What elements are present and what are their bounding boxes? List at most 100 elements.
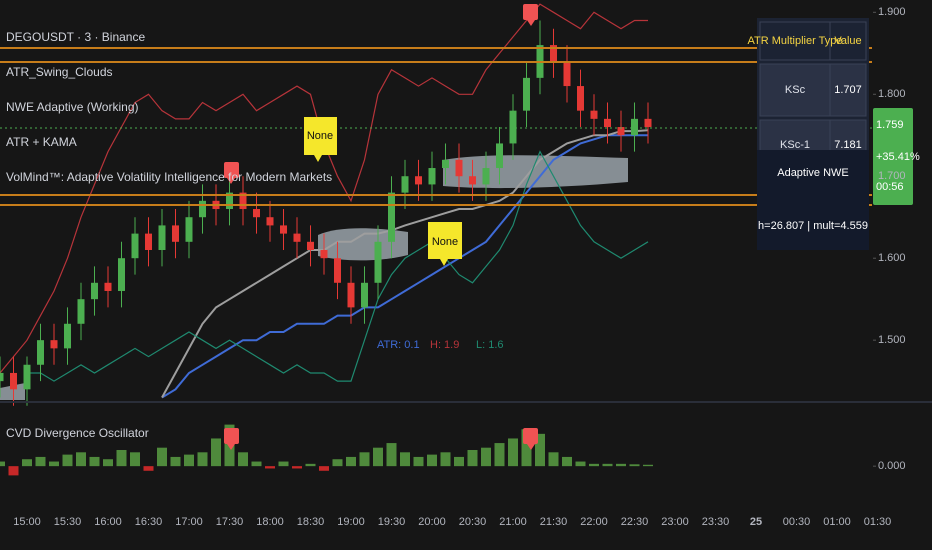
candle-body — [23, 364, 31, 390]
table-cell — [829, 63, 867, 117]
candle-body — [563, 61, 571, 87]
candle-body — [118, 258, 125, 291]
nwe-panel — [757, 150, 869, 250]
cvd-bar — [278, 461, 289, 467]
candle-body — [104, 282, 112, 291]
x-tick-label: 17:00 — [175, 516, 203, 528]
candle-body — [91, 282, 98, 300]
cvd-bar — [440, 452, 451, 467]
legend-entry: ATR + KAMA — [6, 135, 77, 149]
x-tick-label: 18:00 — [256, 516, 284, 528]
signal-marker — [527, 444, 535, 450]
cvd-bar — [521, 429, 532, 467]
y-tick-label: 1.800 — [878, 88, 906, 100]
cvd-bar — [589, 463, 599, 467]
cvd-bar — [548, 452, 559, 467]
candle-body — [10, 372, 17, 390]
cvd-bar — [305, 463, 316, 467]
price-tag — [873, 108, 913, 205]
candle-body — [307, 241, 314, 250]
candle-body — [266, 217, 274, 226]
legend-entry: VolMind™: Adaptive Volatility Intelligen… — [6, 170, 332, 184]
table-cell — [759, 21, 831, 61]
candle-body — [631, 118, 638, 136]
candle-body — [50, 340, 58, 349]
x-tick-label: 21:30 — [540, 516, 568, 528]
y-tick-label: 1.900 — [878, 6, 906, 18]
cloud — [318, 228, 408, 261]
candle-body — [577, 86, 584, 111]
candle-body — [226, 192, 233, 210]
candle-body — [145, 233, 152, 250]
signal-marker — [224, 428, 239, 444]
x-tick-label: 20:00 — [418, 516, 446, 528]
x-tick-label: 23:00 — [661, 516, 689, 528]
candle-body — [280, 225, 287, 234]
table-cell — [829, 21, 867, 61]
table-header: ATR Multiplier Type — [748, 35, 843, 47]
signal-marker — [227, 178, 235, 184]
indicator-line — [161, 134, 648, 399]
cvd-bar — [346, 456, 356, 467]
cvd-bar — [535, 433, 545, 467]
cvd-bar — [22, 459, 32, 467]
pane-title: CVD Divergence Oscillator — [6, 426, 149, 440]
cvd-bar — [265, 466, 275, 469]
candle-body — [523, 77, 530, 111]
candle-body — [239, 192, 247, 210]
cvd-bar — [508, 438, 518, 467]
cvd-bar — [373, 447, 383, 467]
x-tick-label: 22:00 — [580, 516, 608, 528]
cvd-bar — [35, 456, 46, 467]
x-tick-label: 21:00 — [499, 516, 527, 528]
x-tick-label: 01:00 — [823, 516, 851, 528]
candle-body — [361, 282, 368, 308]
x-tick-label: 19:30 — [378, 516, 406, 528]
cvd-bar — [0, 461, 5, 467]
cvd-bar — [8, 466, 19, 476]
cvd-bar — [413, 456, 424, 467]
cvd-bar — [184, 454, 194, 467]
cvd-bar — [427, 454, 437, 467]
x-tick-label: 19:00 — [337, 516, 365, 528]
cvd-bar — [467, 450, 478, 467]
indicator-line — [161, 129, 649, 398]
cvd-bar — [251, 461, 262, 467]
y-tick-label: 1.600 — [878, 252, 906, 264]
cvd-bar — [494, 443, 505, 467]
legend-entry: NWE Adaptive (Working) — [6, 100, 139, 114]
candle-body — [496, 143, 503, 169]
signal-marker — [523, 428, 538, 444]
candle-body — [469, 176, 476, 185]
table-cell-text: KSc-1 — [780, 139, 810, 151]
cvd-bar — [89, 456, 100, 467]
candle-body — [604, 118, 611, 128]
x-tick-label: 16:30 — [135, 516, 163, 528]
candle-body — [401, 176, 409, 193]
signal-marker — [527, 20, 535, 26]
indicator-line — [27, 150, 649, 382]
candle-body — [334, 258, 341, 283]
price-tag-price: 1.759 — [876, 119, 904, 131]
x-tick-label: 15:00 — [13, 516, 41, 528]
cvd-bar — [211, 438, 221, 467]
candle-body — [199, 200, 206, 218]
table-cell-text: KSc — [785, 84, 806, 96]
candle-body — [37, 340, 44, 365]
candle-body — [347, 282, 355, 308]
candle-body — [415, 176, 422, 185]
cvd-bar — [49, 461, 59, 467]
x-tick-label: 23:30 — [702, 516, 730, 528]
x-tick-label: 01:30 — [864, 516, 892, 528]
table-cell-text: 7.181 — [834, 139, 862, 151]
x-tick-label: 25 — [750, 516, 762, 528]
table-header: Value — [834, 35, 861, 47]
x-tick-label: 15:30 — [54, 516, 82, 528]
cvd-bar — [616, 463, 626, 467]
markers — [224, 4, 538, 450]
candle-body — [64, 323, 71, 349]
candle-body — [455, 159, 463, 177]
callout-text: None — [432, 236, 458, 248]
signal-marker — [224, 162, 239, 178]
